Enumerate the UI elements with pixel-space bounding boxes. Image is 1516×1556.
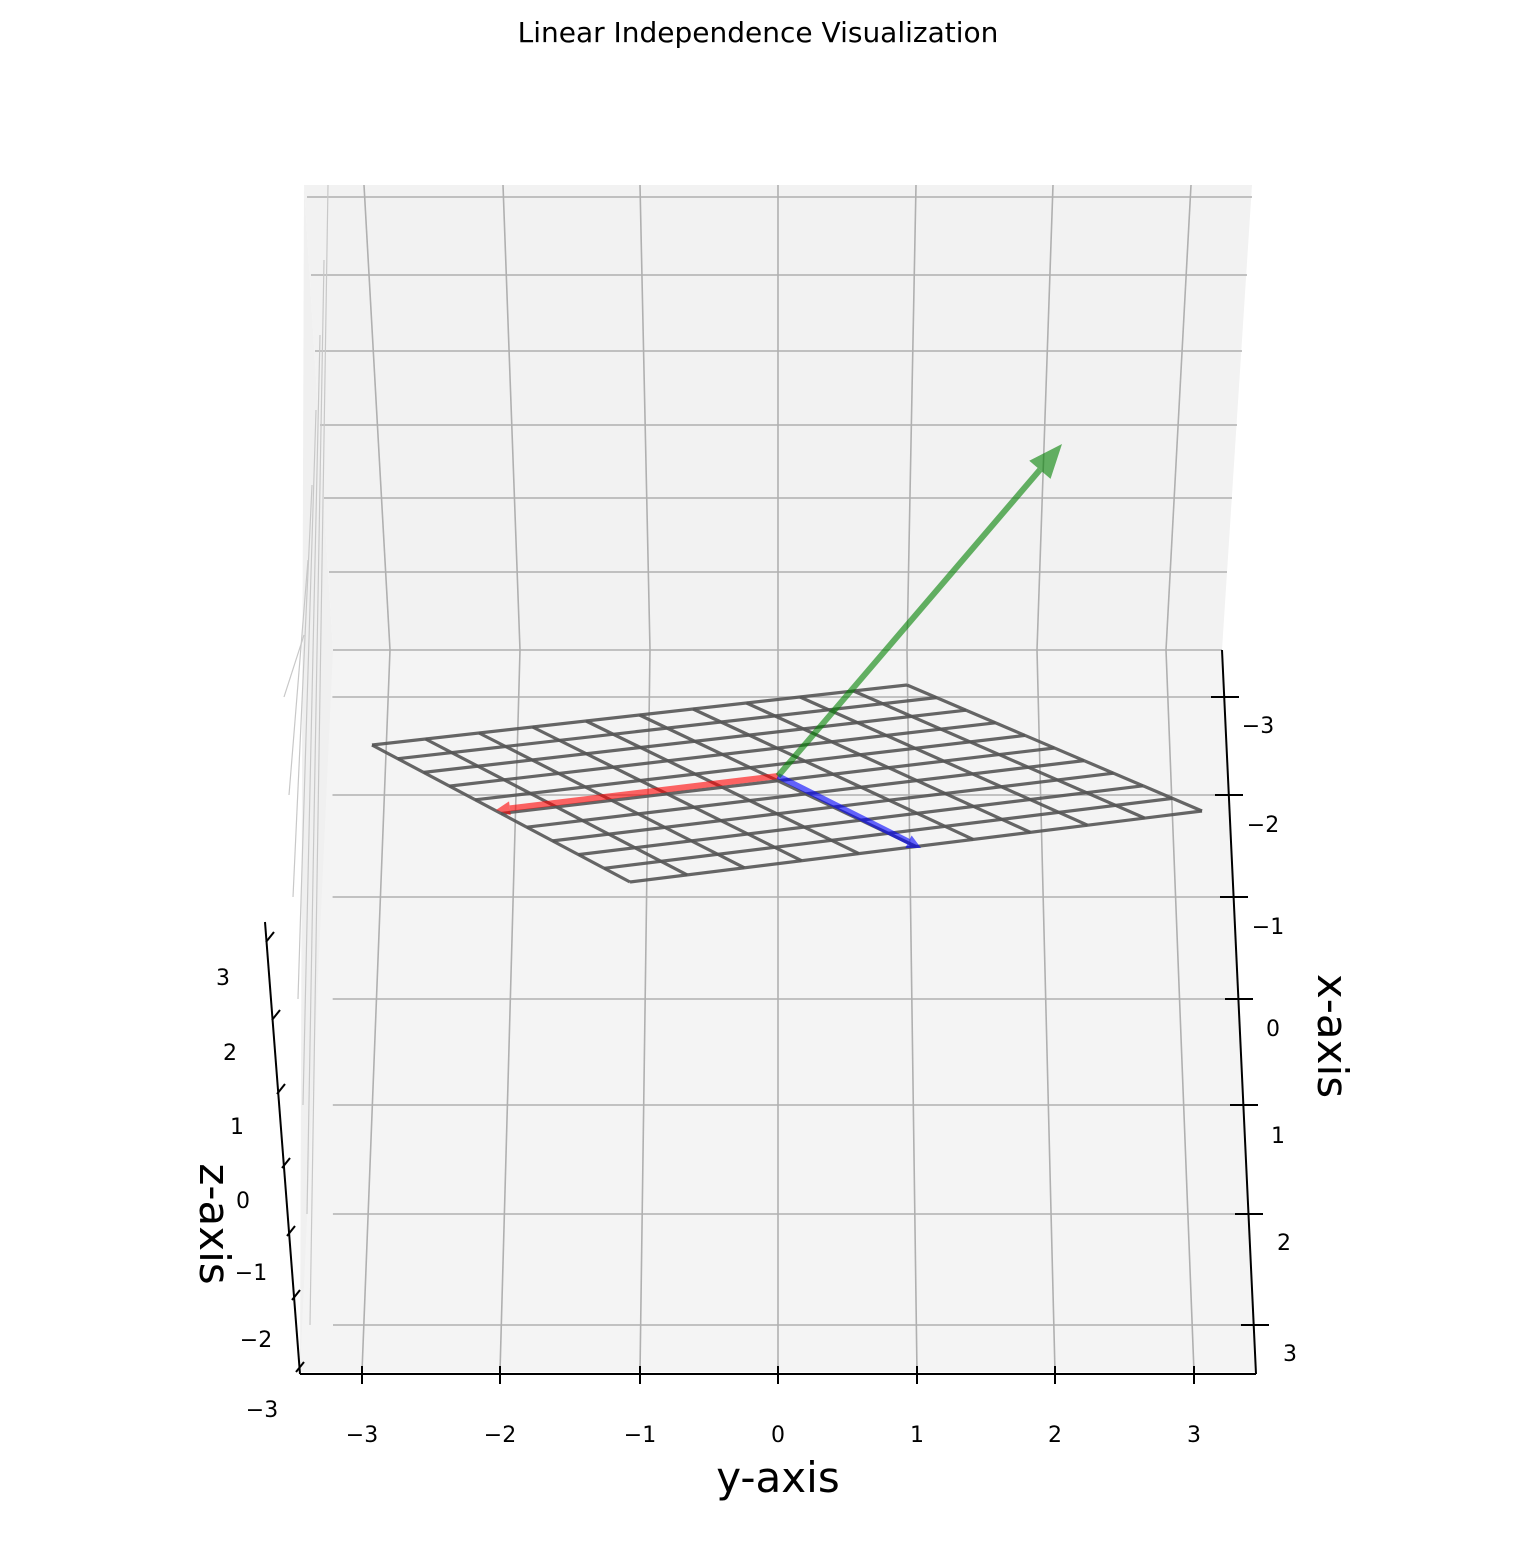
vector-red-head [496,801,511,816]
left-grid-line [306,259,325,1215]
floor-grid-line-y [639,649,651,1373]
x-tick-label: −2 [1247,813,1279,838]
x-tick-label: −3 [1242,714,1274,739]
floor-grid-line-y [361,649,391,1373]
back-grid-line-y [906,184,917,651]
left-grid-line [283,634,305,698]
z-tick [291,1289,301,1301]
y-tick-label: −1 [624,1423,656,1448]
y-tick-label: −2 [484,1423,516,1448]
z-tick-label: −3 [246,1398,278,1423]
vectors [496,444,1062,848]
z-tick [286,1225,296,1237]
floor-grid-line-y [1165,649,1195,1373]
plane-grid-line [906,683,1203,813]
plane-grid-line [799,695,1089,827]
floor-grid-line-y [906,649,918,1373]
chart-title: Linear Independence Visualization [518,16,999,49]
z-tick-label: −2 [240,1328,272,1353]
z-axis-label: z-axis [190,1163,239,1284]
y-tick-label: −3 [346,1423,378,1448]
back-grid-line-y [1165,184,1192,651]
z-tick [281,1157,291,1169]
floor-grid-line-y [1036,649,1056,1373]
left-grid-line [292,484,313,898]
vector-green-head [1029,444,1062,479]
z-tick-label: 1 [230,1115,244,1140]
left-grid-line [302,334,321,1106]
z-tick [265,931,275,943]
vector-red-shaft [509,773,779,812]
z-axis-line [264,921,301,1375]
z-tick-label: −1 [235,1261,267,1286]
vector-blue-shaft [776,773,910,845]
plane-grid-line [692,707,974,841]
back-grid-line-y [1036,184,1054,651]
y-tick-label: 3 [1187,1423,1201,1448]
z-tick-label: 0 [236,1189,250,1214]
x-tick-label: 3 [1283,1342,1297,1367]
left-grid-line [288,559,309,796]
x-tick-label: 0 [1266,1017,1280,1042]
y-tick-label: 2 [1048,1423,1062,1448]
left-grid-line [297,409,317,1000]
back-grid-line-y [639,184,651,651]
vector-green-shaft [775,467,1043,778]
y-tick-label: 0 [771,1423,785,1448]
y-axis-label: y-axis [716,1453,839,1502]
x-tick-label: 2 [1277,1231,1291,1256]
ticks: −3 −2 −1 0 1 2 3 −3 −2 −1 0 1 2 3 −3 −2 −1 0 1 2 3 [216,696,1297,1448]
plane-grid-line [526,759,1085,829]
z-tick-label: 2 [223,1041,237,1066]
plane-grid-line [500,746,1055,816]
z-tick-label: 3 [216,966,230,991]
z-tick [276,1083,286,1095]
x-axis-line [1221,649,1257,1375]
plane-grid-line [852,689,1146,820]
left-grid-line [309,184,329,1326]
x-tick-label: 1 [1271,1124,1285,1149]
x-axis-label: x-axis [1308,974,1357,1098]
vector-blue-head [905,835,921,848]
y-tick-label: 1 [910,1423,924,1448]
floor-grid-line-y [499,649,521,1373]
x-tick-label: −1 [1252,915,1284,940]
plane-grid-line [745,701,1032,834]
z-tick [271,1009,281,1021]
z-tick [295,1361,305,1373]
